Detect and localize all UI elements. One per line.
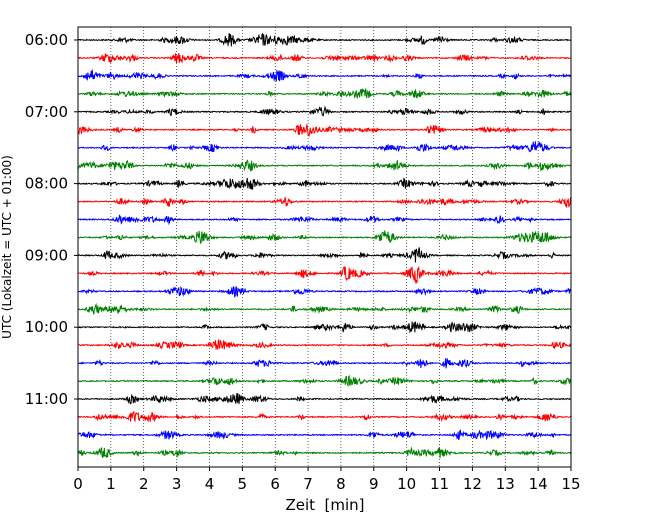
x-tick-label: 0 [73,475,83,493]
x-tick-label: 2 [139,475,149,493]
x-tick-label: 10 [397,475,416,493]
trace-4 [77,88,572,99]
trace-2 [77,52,572,64]
trace-1 [77,32,572,47]
x-tick-label: 3 [172,475,182,493]
x-tick-label: 15 [561,475,580,493]
y-tick-label: 07:00 [25,103,68,121]
x-tick-label: 13 [496,475,515,493]
y-axis-label: UTC (Lokalzeit = UTC + 01:00) [0,155,14,339]
trace-18 [77,339,572,350]
trace-19 [77,358,572,369]
y-tick-label: 06:00 [25,31,68,49]
trace-5 [77,105,572,117]
trace-20 [77,374,572,388]
x-tick-label: 7 [303,475,313,493]
trace-8 [77,159,572,172]
trace-17 [77,321,572,334]
x-tick-label: 6 [270,475,280,493]
x-axis-ticks: 0 1 2 3 4 5 6 7 8 9 10 11 12 13 14 15 [73,467,581,493]
trace-13 [77,247,572,263]
trace-14 [77,266,572,285]
trace-24 [77,446,572,459]
trace-21 [77,393,572,405]
vertical-gridlines [110,27,539,467]
trace-6 [77,124,572,138]
x-tick-label: 8 [336,475,346,493]
plot-frame [77,26,572,468]
trace-9 [77,177,572,190]
x-tick-label: 14 [529,475,548,493]
trace-7 [77,141,572,153]
y-tick-label: 10:00 [25,318,68,336]
trace-12 [77,230,572,245]
trace-23 [77,429,572,441]
trace-11 [77,214,572,226]
trace-3 [77,69,572,82]
x-tick-label: 11 [430,475,449,493]
y-tick-label: 08:00 [25,175,68,193]
trace-15 [77,285,572,298]
trace-16 [78,302,572,315]
y-tick-label: 11:00 [25,390,68,408]
x-tick-label: 5 [238,475,248,493]
x-tick-label: 12 [463,475,482,493]
y-axis-ticks: 06:00 07:00 08:00 09:00 10:00 11:00 [25,31,78,408]
x-axis-label: Zeit [min] [285,496,364,514]
trace-22 [77,411,572,423]
y-tick-label: 09:00 [25,246,68,264]
x-tick-label: 4 [205,475,215,493]
seismic-traces [77,32,572,459]
trace-10 [77,196,572,208]
x-tick-label: 1 [106,475,116,493]
x-tick-label: 9 [369,475,379,493]
